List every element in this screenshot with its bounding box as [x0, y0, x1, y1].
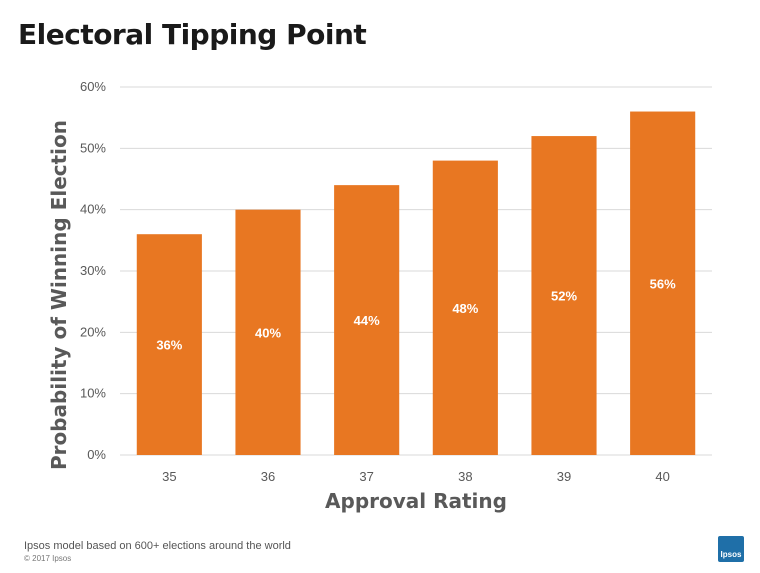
data-label: 56% — [650, 276, 676, 291]
data-label: 40% — [255, 325, 281, 340]
y-tick-label: 40% — [80, 202, 106, 217]
x-axis-label: Approval Rating — [325, 489, 507, 513]
bar — [334, 185, 400, 455]
bar — [235, 209, 301, 455]
y-tick-label: 20% — [80, 324, 106, 339]
x-tick-label: 37 — [359, 469, 373, 484]
footnote: Ipsos model based on 600+ elections arou… — [24, 540, 291, 552]
x-tick-label: 38 — [458, 469, 472, 484]
x-tick-label: 35 — [162, 469, 176, 484]
x-tick-label: 39 — [557, 469, 571, 484]
data-label: 52% — [551, 289, 577, 304]
copyright: © 2017 Ipsos — [24, 554, 72, 563]
bar — [630, 111, 696, 456]
bar — [531, 136, 597, 456]
x-tick-label: 40 — [655, 469, 669, 484]
bars: 36% 40% 44% 48% 52% 56% — [136, 111, 696, 456]
y-tick-label: 60% — [80, 79, 106, 94]
y-tick-label: 50% — [80, 140, 106, 155]
y-tick-label: 10% — [80, 386, 106, 401]
ipsos-logo: Ipsos — [718, 536, 744, 562]
y-axis-ticks: 0% 10% 20% 30% 40% 50% 60% — [80, 79, 106, 462]
y-axis-label: Probability of Winning Election — [47, 120, 71, 470]
y-tick-label: 0% — [87, 447, 106, 462]
gridlines — [120, 86, 712, 456]
bar — [432, 160, 498, 455]
x-axis-ticks: 35 36 37 38 39 40 — [162, 469, 670, 484]
x-tick-label: 36 — [261, 469, 275, 484]
y-tick-label: 30% — [80, 263, 106, 278]
data-label: 48% — [452, 301, 478, 316]
chart-title: Electoral Tipping Point — [18, 18, 367, 51]
data-label: 36% — [156, 338, 182, 353]
bar — [136, 234, 202, 455]
data-label: 44% — [354, 313, 380, 328]
